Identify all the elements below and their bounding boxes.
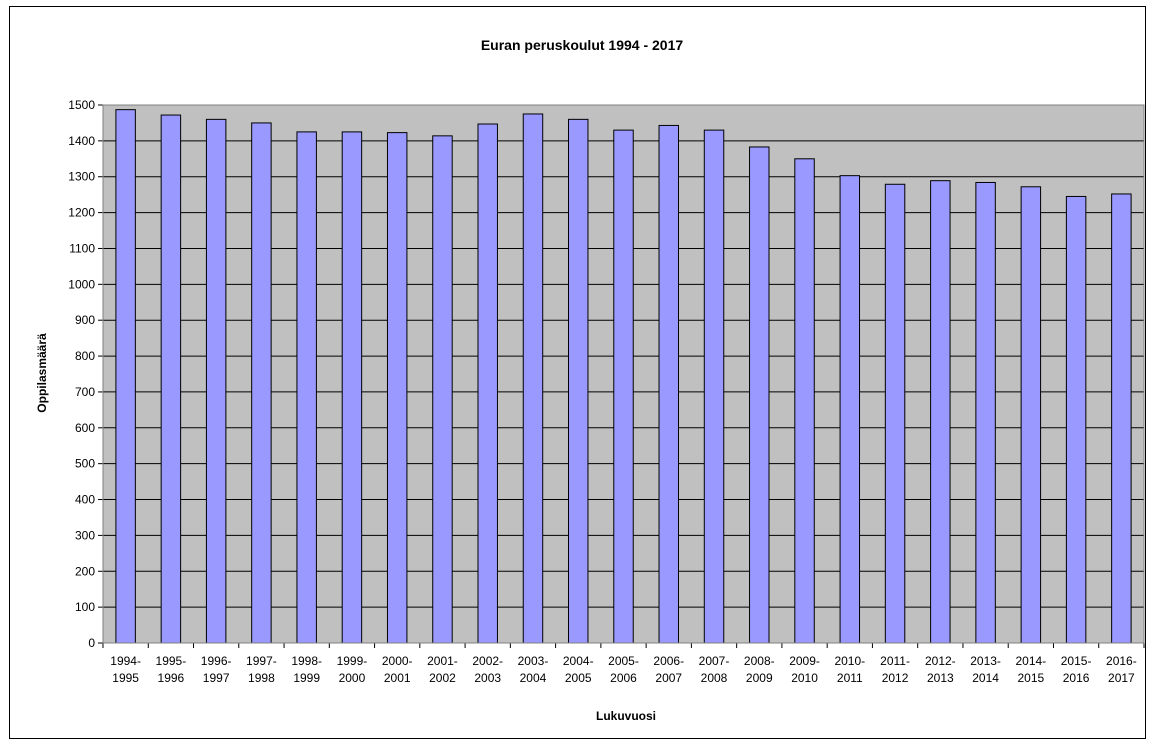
bar	[930, 180, 951, 644]
bar	[251, 122, 272, 644]
x-tick-label: 2015-2016	[1061, 654, 1092, 685]
bar	[839, 175, 861, 644]
y-tick-label: 400	[75, 493, 95, 507]
x-tick-labels: 1994-1995 1995-1996 1996-1997 1997-1998 1998…	[110, 654, 1136, 685]
y-axis-title: Oppilasmäärä	[35, 333, 49, 413]
y-tick-label: 1300	[68, 170, 95, 184]
x-tick-label: 2014-2015	[1015, 654, 1046, 685]
x-tick-label: 2010-2011	[834, 654, 865, 685]
x-tick-label: 2003-2004	[518, 654, 549, 685]
x-tick-label: 1998-1999	[291, 654, 322, 685]
bar	[296, 131, 317, 644]
bar	[341, 131, 363, 644]
plot-border	[102, 104, 1145, 644]
bar	[884, 183, 906, 644]
y-tick-label: 0	[88, 636, 95, 650]
x-tick-label: 1996-1997	[201, 654, 232, 685]
chart-title: Euran peruskoulut 1994 - 2017	[481, 37, 684, 53]
x-tick-label: 2009-2010	[789, 654, 820, 685]
x-axis-title: Lukuvuosi	[596, 709, 656, 723]
y-tick-label: 600	[75, 421, 95, 435]
x-tick-label: 2001-2002	[427, 654, 458, 685]
bar	[205, 118, 227, 644]
bar	[477, 123, 498, 644]
x-tick-label: 2006-2007	[653, 654, 684, 685]
y-tick-label: 900	[75, 313, 95, 327]
bar	[1020, 186, 1042, 644]
x-tick-label: 2016-2017	[1106, 654, 1137, 685]
x-tick-label: 2007-2008	[699, 654, 730, 685]
y-tick-label: 800	[75, 349, 95, 363]
axes	[98, 104, 1145, 648]
bar	[794, 158, 815, 644]
bar	[613, 129, 634, 644]
y-tick-label: 1000	[68, 277, 95, 291]
bar	[975, 181, 996, 644]
bar	[522, 113, 544, 644]
y-tick-label: 1500	[68, 98, 95, 112]
y-tick-label: 200	[75, 564, 95, 578]
bar	[1065, 195, 1087, 644]
y-tick-label: 700	[75, 385, 95, 399]
x-tick-label: 1994-1995	[110, 654, 141, 685]
x-tick-label: 2013-2014	[970, 654, 1001, 685]
bar	[658, 124, 679, 644]
x-tick-label: 2005-2006	[608, 654, 639, 685]
bar	[1111, 193, 1132, 644]
bar	[749, 146, 770, 644]
x-tick-label: 1995-1996	[156, 654, 187, 685]
y-tick-label: 1200	[68, 206, 95, 220]
x-tick-label: 2002-2003	[472, 654, 503, 685]
bars	[115, 109, 1132, 644]
bar	[115, 109, 136, 644]
x-tick-label: 1999-2000	[337, 654, 368, 685]
bar	[160, 114, 182, 644]
bar	[432, 135, 453, 644]
x-tick-label: 2011-2012	[880, 654, 910, 685]
y-tick-label: 500	[75, 457, 95, 471]
bar	[386, 132, 408, 644]
x-tick-label: 2004-2005	[563, 654, 594, 685]
x-tick-label: 1997-1998	[246, 654, 277, 685]
y-tick-label: 1100	[69, 241, 95, 255]
bar	[568, 118, 589, 644]
y-tick-labels: 0 100 200 300 400 500 600 700 800 900 1000 1100 1200…	[68, 98, 95, 650]
x-tick-label: 2008-2009	[744, 654, 775, 685]
bar	[703, 129, 725, 644]
y-tick-label: 300	[75, 528, 95, 542]
y-tick-label: 100	[75, 600, 95, 614]
y-tick-label: 1400	[68, 134, 95, 148]
x-tick-label: 2000-2001	[382, 654, 413, 685]
x-tick-label: 2012-2013	[925, 654, 956, 685]
